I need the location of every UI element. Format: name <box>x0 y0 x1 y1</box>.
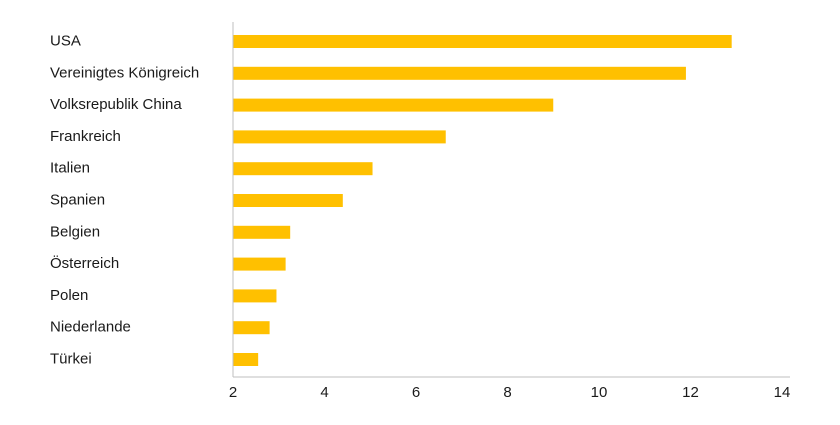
category-label-vereinigtes-konigreich: Vereinigtes Königreich <box>50 64 199 81</box>
x-tick-label-4: 4 <box>320 384 328 401</box>
category-label-frankreich: Frankreich <box>50 128 121 145</box>
category-label-polen: Polen <box>50 287 88 304</box>
category-label-italien: Italien <box>50 160 90 177</box>
x-tick-label-2: 2 <box>229 384 237 401</box>
category-label-niederlande: Niederlande <box>50 319 131 336</box>
x-tick-label-8: 8 <box>503 384 511 401</box>
bar-osterreich <box>233 257 286 271</box>
category-label-volksrepublik-china: Volksrepublik China <box>50 96 182 113</box>
category-label-usa: USA <box>50 32 81 49</box>
bar-volksrepublik-china <box>233 98 554 112</box>
category-label-osterreich: Österreich <box>50 254 119 272</box>
category-labels: USA Vereinigtes Königreich Volksrepublik C… <box>50 32 199 367</box>
x-tick-label-14: 14 <box>774 384 791 401</box>
bar-spanien <box>233 194 343 207</box>
x-tick-label-10: 10 <box>591 384 608 401</box>
category-label-belgien: Belgien <box>50 223 100 240</box>
x-tick-label-12: 12 <box>682 384 699 401</box>
bar-vereinigtes-konigreich <box>233 66 686 80</box>
bar-niederlande <box>233 321 270 335</box>
x-axis-ticks: 2 4 6 8 10 12 14 <box>229 384 791 401</box>
bar-frankreich <box>233 130 446 144</box>
bar-italien <box>233 162 373 176</box>
x-tick-label-6: 6 <box>412 384 420 401</box>
bars <box>233 35 732 366</box>
bar-usa <box>233 35 732 48</box>
category-label-turkei: Türkei <box>50 350 92 367</box>
bar-polen <box>233 289 277 303</box>
category-label-spanien: Spanien <box>50 191 105 208</box>
bar-turkei <box>233 353 259 366</box>
bar-belgien <box>233 225 291 239</box>
